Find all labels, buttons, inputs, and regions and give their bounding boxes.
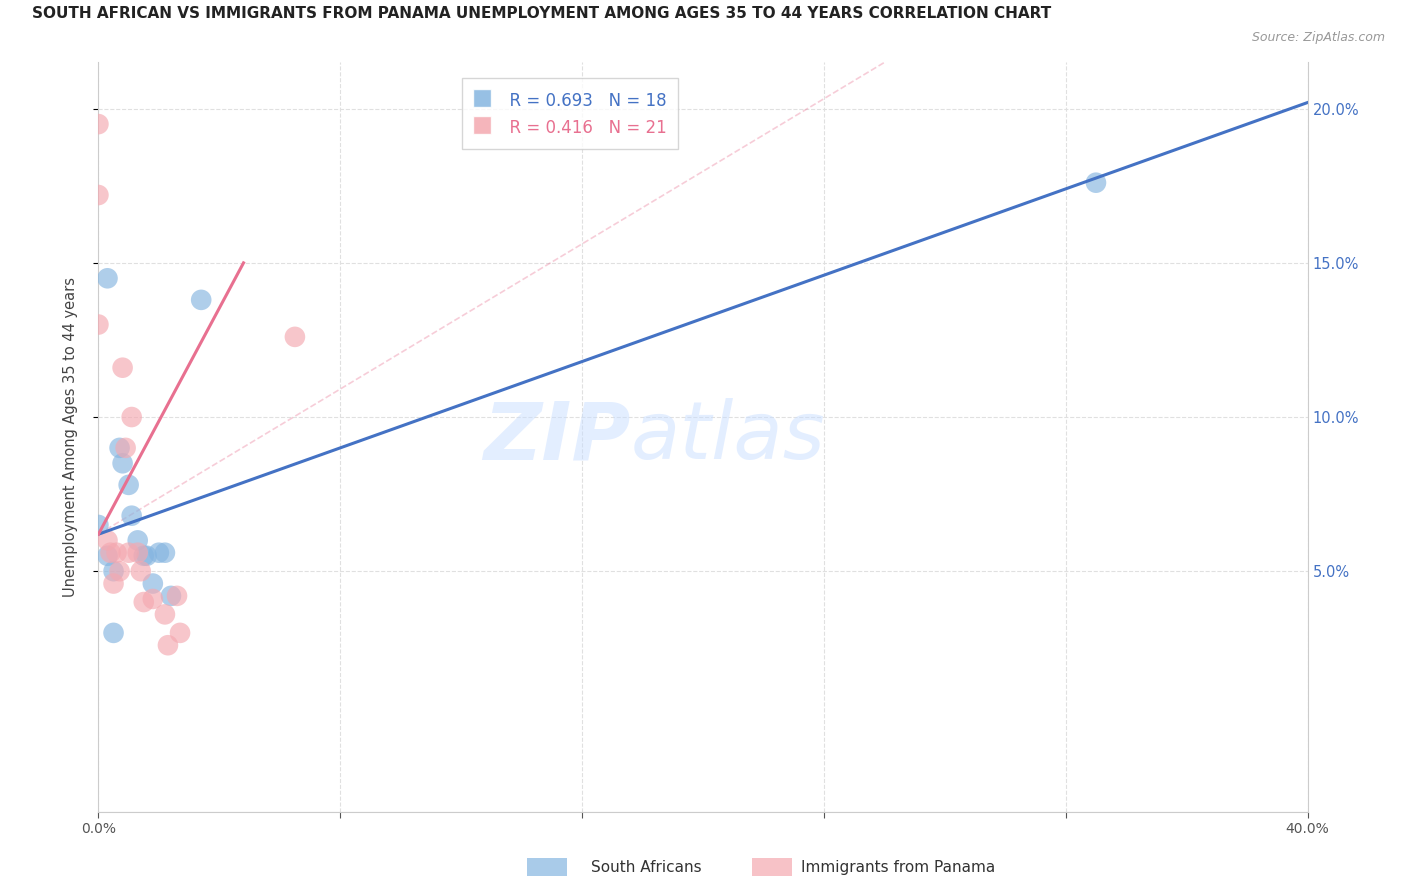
Point bbox=[129, 564, 152, 578]
Point bbox=[114, 441, 136, 455]
Point bbox=[127, 533, 149, 548]
Point bbox=[87, 518, 110, 533]
Point bbox=[153, 607, 176, 622]
Point bbox=[108, 441, 131, 455]
Point bbox=[103, 576, 125, 591]
Point bbox=[87, 318, 110, 332]
Point bbox=[103, 626, 125, 640]
Point bbox=[153, 546, 176, 560]
Point bbox=[132, 549, 155, 563]
Text: Source: ZipAtlas.com: Source: ZipAtlas.com bbox=[1251, 31, 1385, 45]
Point bbox=[108, 564, 131, 578]
Point bbox=[1085, 176, 1108, 190]
Point bbox=[105, 546, 128, 560]
Point bbox=[118, 478, 141, 492]
Text: ZIP: ZIP bbox=[484, 398, 630, 476]
Point bbox=[190, 293, 212, 307]
Point bbox=[121, 410, 143, 425]
Point bbox=[127, 546, 149, 560]
Point bbox=[142, 591, 165, 606]
Point bbox=[284, 330, 307, 344]
Point bbox=[96, 549, 118, 563]
Point bbox=[87, 188, 110, 202]
Point bbox=[160, 589, 183, 603]
Point bbox=[135, 549, 157, 563]
Text: South Africans: South Africans bbox=[591, 860, 702, 874]
Y-axis label: Unemployment Among Ages 35 to 44 years: Unemployment Among Ages 35 to 44 years bbox=[63, 277, 77, 597]
Legend:   R = 0.693   N = 18,   R = 0.416   N = 21: R = 0.693 N = 18, R = 0.416 N = 21 bbox=[463, 78, 678, 149]
Point bbox=[121, 508, 143, 523]
Point bbox=[87, 117, 110, 131]
Point bbox=[166, 589, 188, 603]
Point bbox=[169, 626, 191, 640]
Point bbox=[100, 546, 122, 560]
Point bbox=[132, 595, 155, 609]
Point bbox=[111, 456, 134, 470]
Text: SOUTH AFRICAN VS IMMIGRANTS FROM PANAMA UNEMPLOYMENT AMONG AGES 35 TO 44 YEARS C: SOUTH AFRICAN VS IMMIGRANTS FROM PANAMA … bbox=[32, 6, 1052, 21]
Point bbox=[96, 271, 118, 285]
Point bbox=[96, 533, 118, 548]
Point bbox=[148, 546, 170, 560]
Point bbox=[156, 638, 179, 652]
Point bbox=[103, 564, 125, 578]
Text: atlas: atlas bbox=[630, 398, 825, 476]
Point bbox=[142, 576, 165, 591]
Point bbox=[111, 360, 134, 375]
Text: Immigrants from Panama: Immigrants from Panama bbox=[801, 860, 995, 874]
Point bbox=[118, 546, 141, 560]
